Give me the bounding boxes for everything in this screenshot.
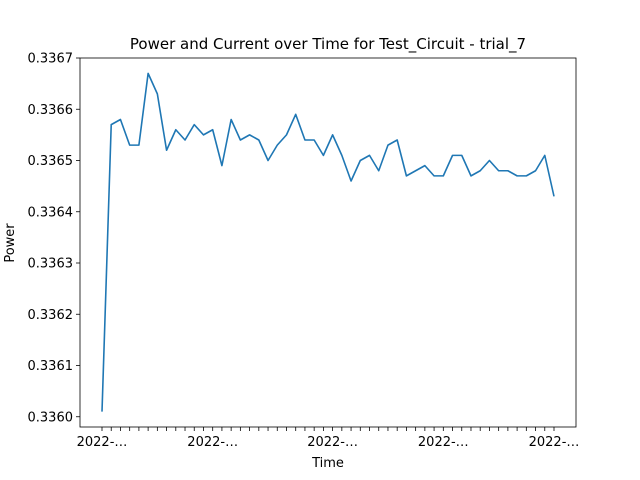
x-tick-label: 2022-…: [77, 435, 128, 450]
y-tick-label: 0.3363: [28, 257, 74, 272]
x-tick-label: 2022-…: [187, 435, 238, 450]
series-line: [101, 72, 555, 412]
y-tick-label: 0.3365: [28, 154, 74, 169]
axes-frame: [79, 57, 577, 428]
y-axis-label: Power: [3, 223, 18, 263]
chart-title: Power and Current over Time for Test_Cir…: [130, 35, 526, 54]
y-tick-label: 0.3360: [28, 410, 74, 425]
y-tick-label: 0.3366: [28, 103, 74, 118]
y-tick-label: 0.3367: [28, 52, 74, 67]
x-tick-label: 2022-…: [418, 435, 469, 450]
x-tick-label: 2022-…: [307, 435, 358, 450]
x-axis-label: Time: [311, 456, 344, 471]
y-tick-label: 0.3362: [28, 308, 74, 323]
y-tick-label: 0.3361: [28, 359, 74, 374]
plot-area: 0.3360 0.3361 0.3362 0.3363 0.3364 0.3365 0.33…: [28, 52, 580, 451]
x-tick-label: 2022-…: [529, 435, 580, 450]
y-tick-label: 0.3364: [28, 205, 74, 220]
